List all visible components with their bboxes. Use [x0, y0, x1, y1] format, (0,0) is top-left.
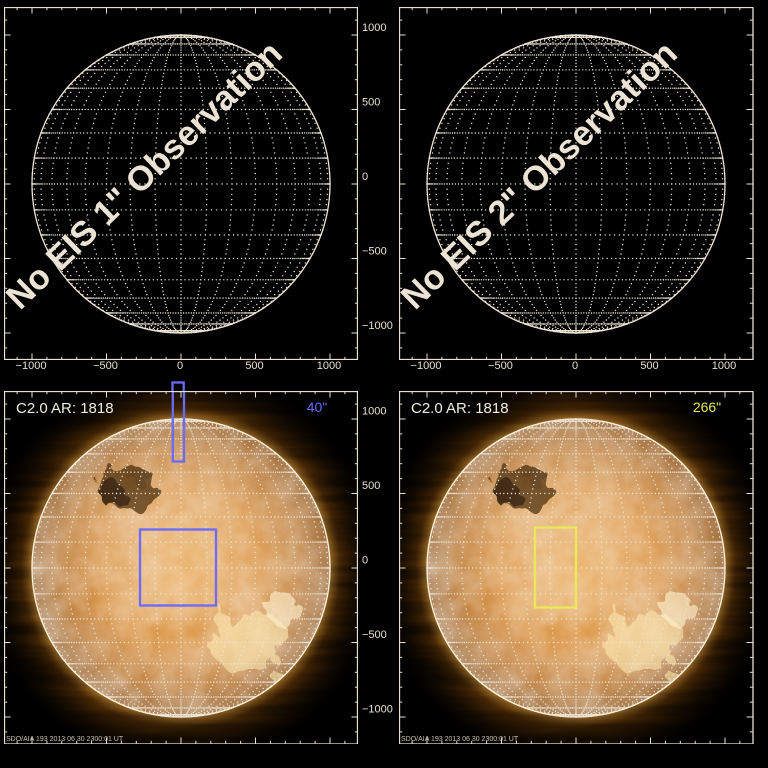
svg-text:−500: −500 [93, 360, 118, 372]
svg-text:−1000: −1000 [411, 360, 442, 372]
svg-text:C2.0 AR: 1818: C2.0 AR: 1818 [16, 400, 114, 417]
svg-text:0: 0 [177, 360, 183, 372]
svg-text:No EIS 1" Observation: No EIS 1" Observation [4, 34, 290, 316]
svg-text:266": 266" [693, 399, 721, 415]
svg-text:−1000: −1000 [362, 704, 393, 716]
svg-text:40": 40" [307, 399, 328, 415]
svg-text:500: 500 [245, 360, 263, 372]
svg-text:0: 0 [362, 171, 368, 183]
svg-text:500: 500 [362, 480, 380, 492]
svg-text:−1000: −1000 [362, 320, 393, 332]
svg-text:1000: 1000 [362, 22, 386, 34]
svg-text:−500: −500 [488, 360, 513, 372]
svg-text:0: 0 [362, 555, 368, 567]
svg-text:−500: −500 [362, 629, 387, 641]
svg-text:500: 500 [640, 360, 658, 372]
svg-text:−1000: −1000 [16, 360, 47, 372]
svg-text:C2.0 AR: 1818: C2.0 AR: 1818 [411, 400, 509, 417]
svg-text:0: 0 [572, 360, 578, 372]
svg-text:1000: 1000 [362, 406, 386, 418]
svg-text:500: 500 [362, 97, 380, 109]
svg-text:No EIS 2" Observation: No EIS 2" Observation [399, 34, 685, 316]
svg-text:−500: −500 [362, 246, 387, 258]
svg-text:1000: 1000 [317, 360, 341, 372]
svg-text:1000: 1000 [712, 360, 736, 372]
